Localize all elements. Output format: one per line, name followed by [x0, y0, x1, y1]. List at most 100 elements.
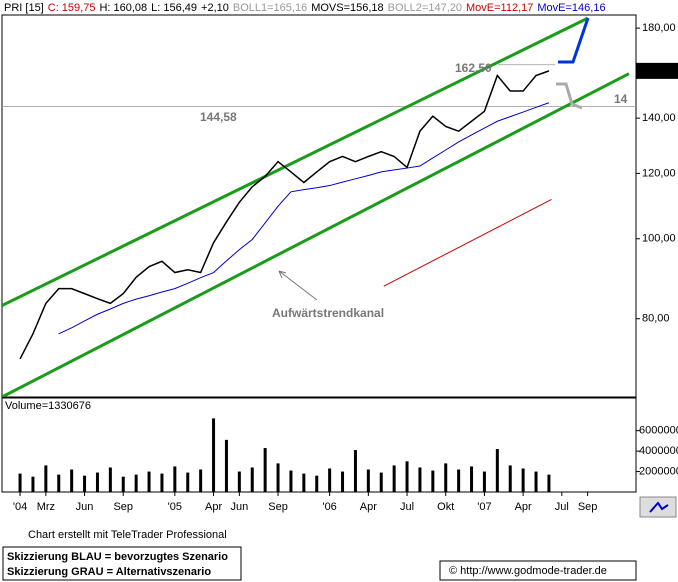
volume-bar — [237, 471, 241, 492]
y-tick-label: 80,00 — [642, 313, 670, 325]
last-price-box — [636, 62, 678, 79]
x-tick-label: '05 — [168, 501, 182, 513]
volume-bar — [57, 474, 61, 492]
header-item: BOLL2=147,20 — [388, 2, 462, 14]
volume-bar — [289, 470, 293, 492]
price-line — [58, 102, 550, 335]
volume-bar — [70, 469, 74, 492]
x-tick-label: Sep — [113, 501, 133, 513]
y-tick-label: 6000000 — [639, 425, 678, 437]
x-tick-label: '04 — [13, 501, 27, 513]
note: Skizzierung BLAU = bevorzugtes Szenario — [7, 551, 228, 563]
volume-bar — [263, 448, 267, 492]
annotation-arrow — [278, 270, 318, 301]
x-tick-label: '07 — [477, 501, 491, 513]
volume-panel — [1, 397, 637, 493]
x-tick-label: Apr — [515, 501, 532, 513]
header-item: L: 156,49 — [151, 2, 197, 14]
x-tick-label: Mrz — [37, 501, 55, 513]
header-item: PRI [15] — [4, 2, 44, 14]
volume-bar — [366, 469, 370, 492]
notes-box — [2, 546, 242, 581]
volume-bar — [470, 466, 474, 492]
trend-line — [2, 16, 589, 307]
credit: Chart erstellt mit TeleTrader Profession… — [28, 529, 227, 541]
logo-icon — [639, 496, 677, 518]
volume-bar — [405, 461, 409, 492]
line-label: 144,58 — [200, 110, 237, 124]
x-tick-label: Okt — [437, 501, 454, 513]
volume-bar — [495, 449, 499, 492]
volume-bar — [186, 472, 190, 492]
source-box — [439, 560, 637, 581]
line-label: 162,50 — [455, 61, 492, 75]
volume-bar — [134, 474, 138, 492]
header-item: +2,10 — [201, 2, 229, 14]
volume-bar — [160, 473, 164, 492]
trend-line — [2, 72, 630, 397]
header-item: MovE=146,16 — [537, 2, 605, 14]
volume-bar — [199, 469, 203, 492]
volume-bar — [482, 471, 486, 492]
volume-bar — [18, 473, 22, 492]
y-tick-label: 180,00 — [642, 22, 676, 34]
annotation: Aufwärtstrendkanal — [272, 306, 384, 320]
note: Skizzierung GRAU = Alternativszenario — [7, 566, 211, 578]
header-item: H: 160,08 — [99, 2, 147, 14]
blue-scenario — [558, 17, 590, 64]
volume-bar — [508, 465, 512, 492]
volume-bar — [173, 466, 177, 492]
x-tick-label: Jun — [230, 501, 248, 513]
grey-scenario — [556, 82, 583, 110]
volume-bar — [418, 467, 422, 492]
volume-bar — [212, 418, 216, 492]
x-tick-label: Jul — [555, 501, 569, 513]
price-panel — [1, 14, 637, 398]
volume-bar — [121, 476, 125, 492]
y-tick-label: 120,00 — [642, 167, 676, 179]
volume-bar — [444, 463, 448, 492]
volume-bar — [341, 471, 345, 492]
source: © http://www.godmode-trader.de — [449, 565, 607, 577]
y-tick-label: 2000000 — [639, 465, 678, 477]
volume-bar — [147, 471, 151, 492]
x-tick-label: '06 — [322, 501, 336, 513]
price-line — [19, 70, 550, 360]
x-tick-label: Sep — [578, 501, 598, 513]
volume-bar — [276, 463, 280, 492]
volume-bar — [392, 465, 396, 492]
trend-line — [383, 198, 552, 287]
volume-bar — [457, 469, 461, 492]
x-tick-label: Sep — [268, 501, 288, 513]
last-price-label: 159,75 — [640, 65, 674, 77]
header-item: C: 159,75 — [48, 2, 96, 14]
volume-bar — [534, 471, 538, 492]
header-item: BOLL1=165,16 — [233, 2, 307, 14]
y-tick-label: 140,00 — [642, 112, 676, 124]
x-tick-label: Jun — [76, 501, 94, 513]
header-item: MOVS=156,18 — [311, 2, 383, 14]
volume-bar — [315, 475, 319, 492]
header-item: MovE=112,17 — [466, 2, 533, 14]
volume-bar — [44, 465, 48, 492]
y-tick-label: 4000000 — [639, 445, 678, 457]
volume-bar — [547, 474, 551, 492]
volume-bar — [431, 470, 435, 492]
volume-label: Volume=1330676 — [5, 400, 91, 412]
header: PRI [15] C: 159,75 H: 160,08 L: 156,49 +2,10… — [4, 2, 606, 14]
volume-bar — [353, 450, 357, 492]
x-tick-label: Apr — [205, 501, 222, 513]
volume-bar — [302, 473, 306, 492]
x-tick-label: Apr — [360, 501, 377, 513]
volume-bar — [328, 468, 332, 492]
volume-bar — [521, 468, 525, 492]
volume-bar — [31, 476, 35, 492]
logo-mark — [649, 501, 669, 513]
plot-area: 14 — [2, 16, 636, 397]
y-tick-label: 100,00 — [642, 233, 676, 245]
volume-bar — [95, 472, 99, 492]
volume-bar — [83, 475, 87, 492]
volume-bar — [108, 467, 112, 492]
